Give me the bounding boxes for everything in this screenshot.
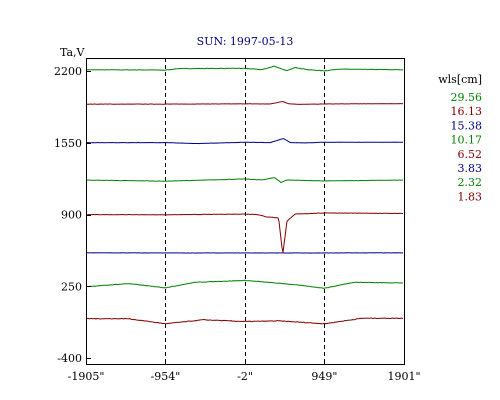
series-line-29.56 xyxy=(86,65,404,72)
legend-entry: 10.17 xyxy=(451,134,483,147)
legend-title: wls[cm] xyxy=(438,73,482,86)
y-tick-label: 1550 xyxy=(54,137,82,150)
legend-entry: 6.52 xyxy=(458,148,483,161)
legend-entry: 29.56 xyxy=(451,91,483,104)
y-tick-label: 2200 xyxy=(54,65,82,78)
legend-entry: 15.38 xyxy=(451,119,483,132)
y-tick-label: 900 xyxy=(61,209,82,222)
x-axis: -1905" -954" -2" 949" 1901" xyxy=(68,359,421,383)
legend-entry: 3.83 xyxy=(458,162,483,175)
series-group xyxy=(86,65,404,325)
reference-lines xyxy=(165,58,325,364)
y-tick-label: -400 xyxy=(57,352,82,365)
y-axis-label: Ta,V xyxy=(60,46,86,59)
series-line-16.13 xyxy=(86,101,404,105)
legend-entry: 2.32 xyxy=(458,176,483,189)
y-axis: 2200 1550 900 250 -400 xyxy=(54,65,91,365)
series-line-2.32 xyxy=(87,279,403,289)
legend-entry: 16.13 xyxy=(451,105,483,118)
x-tick-label: -1905" xyxy=(68,370,105,383)
x-tick-label: -2" xyxy=(237,370,253,383)
series-line-10.17 xyxy=(86,177,404,183)
x-tick-label: -954" xyxy=(151,370,181,383)
series-line-6.52 xyxy=(86,212,403,253)
chart-title: SUN: 1997-05-13 xyxy=(197,35,294,48)
x-tick-label: 1901" xyxy=(387,370,420,383)
x-tick-label: 949" xyxy=(311,370,337,383)
series-line-15.38 xyxy=(87,138,404,145)
legend-entry: 1.83 xyxy=(458,190,483,203)
y-tick-label: 250 xyxy=(61,280,82,293)
series-line-1.83 xyxy=(87,317,404,325)
